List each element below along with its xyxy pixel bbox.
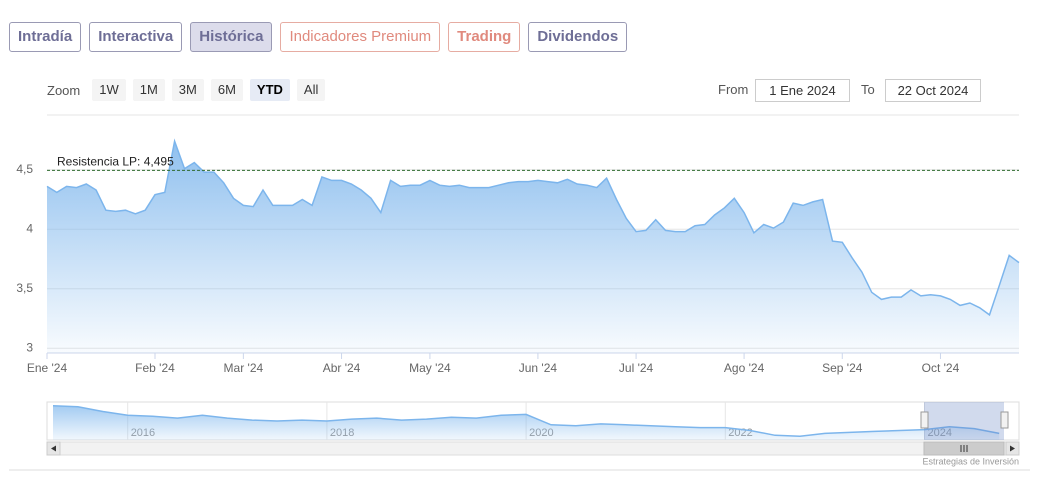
area-line [46,138,1020,317]
x-tick-label: Jul '24 [619,361,654,375]
y-tick-label: 3,5 [16,281,33,295]
zoom-button[interactable]: 1W [92,79,126,101]
tab[interactable]: Indicadores Premium [280,22,441,52]
tab[interactable]: Trading [448,22,521,52]
area-fill [47,141,1019,353]
scroll-right-arrow [1010,445,1015,452]
zoom-button[interactable]: 1M [132,79,165,101]
area-line [52,405,1000,437]
x-tick-label: Ago '24 [724,361,765,375]
x-tick-label: Jun '24 [519,361,558,375]
x-tick-label: Feb '24 [135,361,175,375]
navigator-selection [924,402,1004,440]
scrollbar-track [46,441,1020,456]
scroll-left-arrow [51,445,56,452]
to-label: To [861,82,875,97]
tab-bar: Intradía Interactiva Histórica Indicadores … [9,22,628,52]
tab[interactable]: Interactiva [89,22,183,52]
x-tick-label: Ene '24 [27,361,68,375]
area-fill [53,405,1000,440]
y-tick-label: 4,5 [16,162,33,176]
tab[interactable]: Intradía [9,22,82,52]
resistance-label: Resistencia LP: 4,495 [57,155,174,169]
zoom-label: Zoom [47,82,81,98]
navigator-handle [920,411,929,429]
x-tick-label: May '24 [409,361,451,375]
zoom-button[interactable]: All [296,79,326,101]
zoom-bar: Zoom 1W 1M 3M 6M YTD All [47,79,326,101]
navigator-handle [1000,411,1009,429]
from-label: From [718,82,749,97]
x-tick-label: Mar '24 [224,361,264,375]
to-input[interactable]: 22 Oct 2024 [885,79,981,102]
x-tick-label: Abr '24 [323,361,361,375]
from-input[interactable]: 1 Ene 2024 [755,79,850,102]
zoom-button[interactable]: 3M [171,79,204,101]
credit: Estrategias de Inversión [922,456,1019,466]
tab[interactable]: Histórica [190,22,273,52]
zoom-button[interactable]: 6M [210,79,243,101]
x-tick-label: Oct '24 [922,361,960,375]
y-tick-label: 3 [26,340,33,354]
y-tick-label: 4 [26,221,33,235]
x-tick-label: Sep '24 [822,361,863,375]
tab[interactable]: Dividendos [528,22,628,52]
zoom-button[interactable]: YTD [249,79,290,101]
